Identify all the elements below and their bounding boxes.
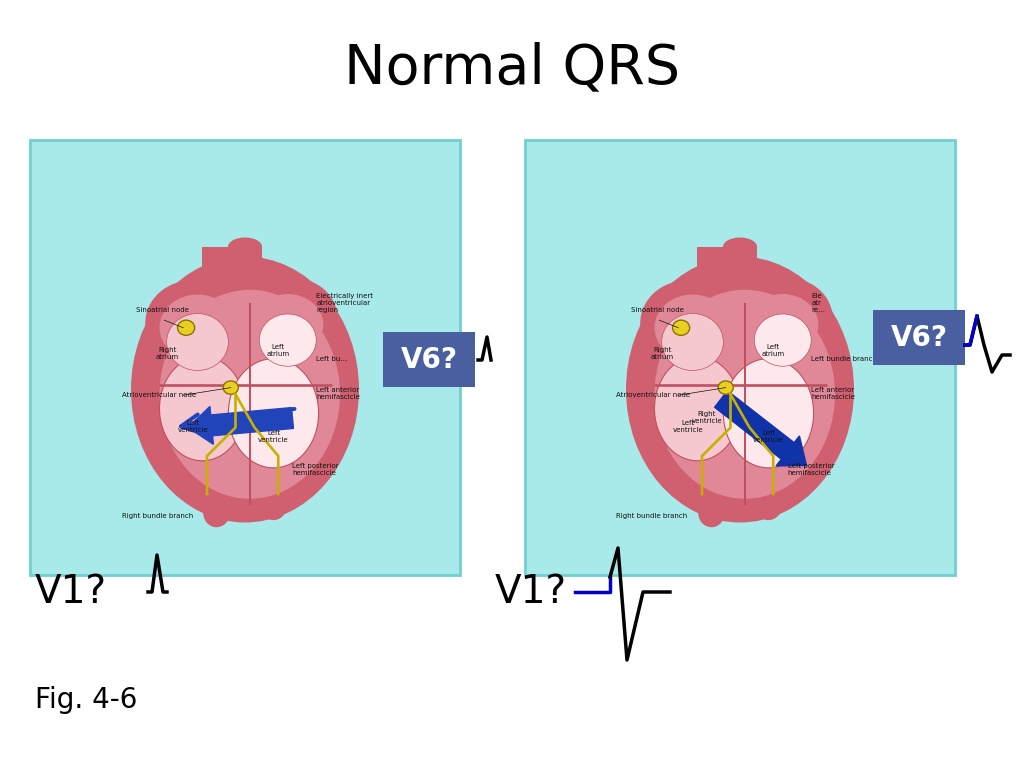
Text: Left posterior
hemifascicle: Left posterior hemifascicle [787, 463, 835, 476]
Ellipse shape [673, 320, 689, 336]
Text: Fig. 4-6: Fig. 4-6 [35, 686, 137, 714]
Text: Sinoatrial node: Sinoatrial node [136, 306, 188, 313]
Ellipse shape [640, 280, 735, 366]
Text: Left anterior
hemifascicle: Left anterior hemifascicle [811, 387, 855, 400]
Text: Left
atrium: Left atrium [762, 344, 784, 357]
Ellipse shape [723, 359, 814, 468]
Text: Sinoatrial node: Sinoatrial node [631, 306, 684, 313]
FancyArrow shape [188, 406, 294, 444]
Text: Left
ventricle: Left ventricle [673, 420, 703, 433]
Ellipse shape [145, 280, 241, 366]
Text: Atrioventricular node: Atrioventricular node [616, 392, 690, 398]
Text: V6?: V6? [400, 346, 458, 373]
Text: V1?: V1? [495, 573, 567, 611]
Ellipse shape [223, 381, 239, 394]
Ellipse shape [755, 487, 782, 520]
Text: Electrically inert
atrioventricular
region: Electrically inert atrioventricular regi… [316, 293, 374, 313]
Ellipse shape [131, 257, 359, 522]
Text: V1?: V1? [35, 573, 108, 611]
Text: Left posterior
hemifascicle: Left posterior hemifascicle [293, 463, 339, 476]
Text: Left
atrium: Left atrium [266, 344, 290, 357]
Ellipse shape [160, 294, 236, 361]
Ellipse shape [654, 356, 740, 461]
Ellipse shape [654, 294, 730, 361]
Ellipse shape [160, 290, 340, 498]
Ellipse shape [259, 487, 288, 520]
Ellipse shape [626, 257, 854, 522]
Ellipse shape [662, 313, 723, 370]
Ellipse shape [248, 278, 338, 359]
Text: Right
atrium: Right atrium [156, 347, 178, 360]
Bar [873, 310, 965, 365]
Text: Left bundle branch: Left bundle branch [811, 356, 878, 362]
Text: Left
ventricle: Left ventricle [258, 430, 289, 442]
Ellipse shape [698, 498, 725, 528]
Text: Right bundle branch: Right bundle branch [122, 513, 193, 518]
Ellipse shape [160, 356, 245, 461]
Text: Right bundle branch: Right bundle branch [616, 513, 688, 518]
Bar [30, 140, 460, 575]
Ellipse shape [252, 294, 324, 356]
Ellipse shape [228, 237, 262, 257]
Bar [723, 247, 757, 333]
Ellipse shape [203, 498, 229, 528]
Text: Left
ventricle: Left ventricle [177, 420, 208, 433]
Text: Atrioventricular node: Atrioventricular node [122, 392, 196, 398]
Bar [228, 247, 262, 333]
Text: Right
ventricle: Right ventricle [691, 411, 722, 424]
Ellipse shape [167, 313, 228, 370]
Ellipse shape [748, 294, 818, 356]
Text: Left anterior
hemifascicle: Left anterior hemifascicle [316, 387, 360, 400]
Ellipse shape [723, 237, 757, 257]
Text: Left
ventricle: Left ventricle [754, 430, 783, 442]
Text: Right
atrium: Right atrium [650, 347, 674, 360]
Bar [383, 332, 475, 387]
Ellipse shape [177, 320, 195, 336]
Ellipse shape [228, 359, 318, 468]
Ellipse shape [755, 314, 811, 366]
Bar [697, 247, 724, 313]
Bar [525, 140, 955, 575]
Text: V6?: V6? [891, 323, 947, 352]
Bar [203, 247, 228, 313]
Ellipse shape [718, 381, 733, 394]
Ellipse shape [654, 290, 835, 498]
Ellipse shape [259, 314, 316, 366]
Ellipse shape [742, 278, 833, 359]
Text: Normal QRS: Normal QRS [344, 41, 680, 95]
FancyArrow shape [715, 391, 807, 466]
Text: Left bu…: Left bu… [316, 356, 347, 362]
Text: Ele
atr
re…: Ele atr re… [811, 293, 825, 313]
